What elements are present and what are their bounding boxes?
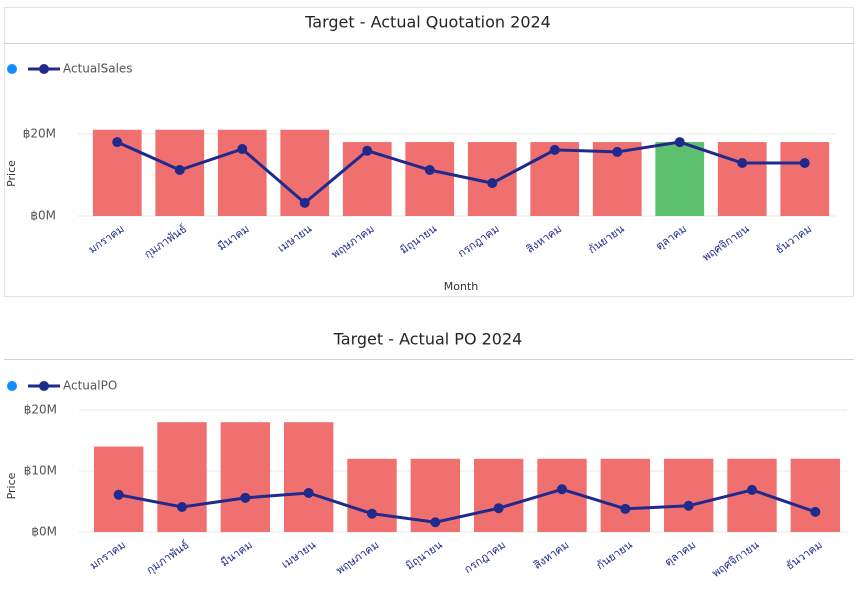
x-tick-label: พฤษภาคม bbox=[329, 222, 377, 261]
line-point bbox=[487, 178, 498, 189]
line-point bbox=[367, 508, 377, 519]
bar bbox=[217, 129, 267, 216]
x-tick-label: กันยายน bbox=[594, 538, 635, 572]
line-point bbox=[112, 137, 123, 148]
line-point bbox=[424, 165, 435, 175]
bar bbox=[717, 142, 767, 216]
line-point bbox=[683, 500, 694, 511]
x-tick-label: มิถุนายน bbox=[403, 538, 445, 573]
bar bbox=[780, 142, 830, 216]
x-tick-label: ตุลาคม bbox=[662, 538, 698, 569]
x-tick-label: สิงหาคม bbox=[531, 538, 572, 572]
legend-marker bbox=[7, 64, 17, 74]
x-tick-label: กุมภาพันธ์ bbox=[144, 538, 191, 577]
legend-label: ActualSales bbox=[63, 62, 133, 76]
line-point bbox=[620, 503, 631, 514]
bar bbox=[283, 422, 334, 532]
bar bbox=[157, 422, 207, 532]
y-tick-label: ฿0M bbox=[30, 209, 56, 223]
line-point bbox=[237, 144, 248, 155]
x-tick-label: ธันวาคม bbox=[773, 222, 814, 256]
chart-title: Target - Actual PO 2024 bbox=[333, 330, 523, 349]
y-tick-label: ฿20M bbox=[24, 403, 57, 417]
line-point bbox=[799, 158, 810, 169]
legend-marker bbox=[39, 381, 49, 391]
x-tick-label: พฤศจิกายน bbox=[710, 538, 762, 580]
bar bbox=[473, 458, 524, 532]
x-tick-label: เมษายน bbox=[275, 222, 314, 255]
x-tick-label: กรกฎาคม bbox=[455, 222, 501, 260]
line-point bbox=[299, 197, 310, 208]
y-tick-label: ฿10M bbox=[24, 464, 57, 478]
line-point bbox=[113, 489, 124, 500]
line-point bbox=[174, 165, 185, 175]
bar bbox=[220, 422, 271, 532]
line-point bbox=[362, 145, 373, 156]
x-tick-label: มกราคม bbox=[87, 538, 128, 572]
x-tick-label: มิถุนายน bbox=[398, 222, 440, 257]
bar bbox=[93, 446, 144, 532]
chart-title: Target - Actual Quotation 2024 bbox=[304, 13, 551, 32]
legend-marker bbox=[39, 64, 49, 74]
x-tick-label: พฤษภาคม bbox=[334, 538, 382, 577]
x-tick-label: กรกฎาคม bbox=[462, 538, 508, 576]
bar bbox=[655, 142, 705, 216]
line-point bbox=[747, 484, 757, 495]
x-tick-label: มกราคม bbox=[86, 222, 127, 256]
line-point bbox=[810, 506, 821, 517]
line-point bbox=[303, 487, 314, 498]
legend-label: ActualPO bbox=[63, 379, 117, 393]
x-tick-label: เมษายน bbox=[279, 538, 318, 571]
line bbox=[116, 140, 805, 205]
x-tick-label: มีนาคม bbox=[215, 222, 252, 253]
legend-marker bbox=[7, 381, 17, 391]
chart-frame bbox=[4, 7, 854, 297]
x-tick-label: สิงหาคม bbox=[524, 222, 565, 256]
line-point bbox=[177, 501, 187, 512]
line-point bbox=[240, 492, 251, 503]
y-axis-label: Price bbox=[5, 472, 18, 499]
x-tick-label: กันยายน bbox=[586, 222, 627, 256]
x-tick-label: ธันวาคม bbox=[784, 538, 825, 572]
line-point bbox=[430, 517, 441, 528]
bar bbox=[663, 458, 714, 532]
x-axis-label: Month bbox=[444, 280, 479, 293]
line-point bbox=[737, 158, 748, 169]
line-point bbox=[612, 146, 623, 157]
line bbox=[118, 487, 816, 524]
bar bbox=[790, 458, 841, 532]
x-tick-label: กุมภาพันธ์ bbox=[142, 222, 189, 261]
x-tick-label: ตุลาคม bbox=[653, 222, 689, 253]
x-tick-label: พฤศจิกายน bbox=[700, 222, 752, 264]
line-point bbox=[557, 484, 567, 495]
line-point bbox=[549, 144, 560, 155]
y-axis-label: Price bbox=[5, 160, 18, 187]
bar bbox=[405, 142, 455, 216]
line-point bbox=[674, 137, 685, 148]
bar bbox=[600, 458, 651, 532]
y-tick-label: ฿20M bbox=[23, 126, 56, 140]
line-point bbox=[493, 503, 504, 514]
bar bbox=[347, 458, 397, 532]
y-tick-label: ฿0M bbox=[31, 525, 57, 539]
x-tick-label: มีนาคม bbox=[218, 538, 255, 569]
